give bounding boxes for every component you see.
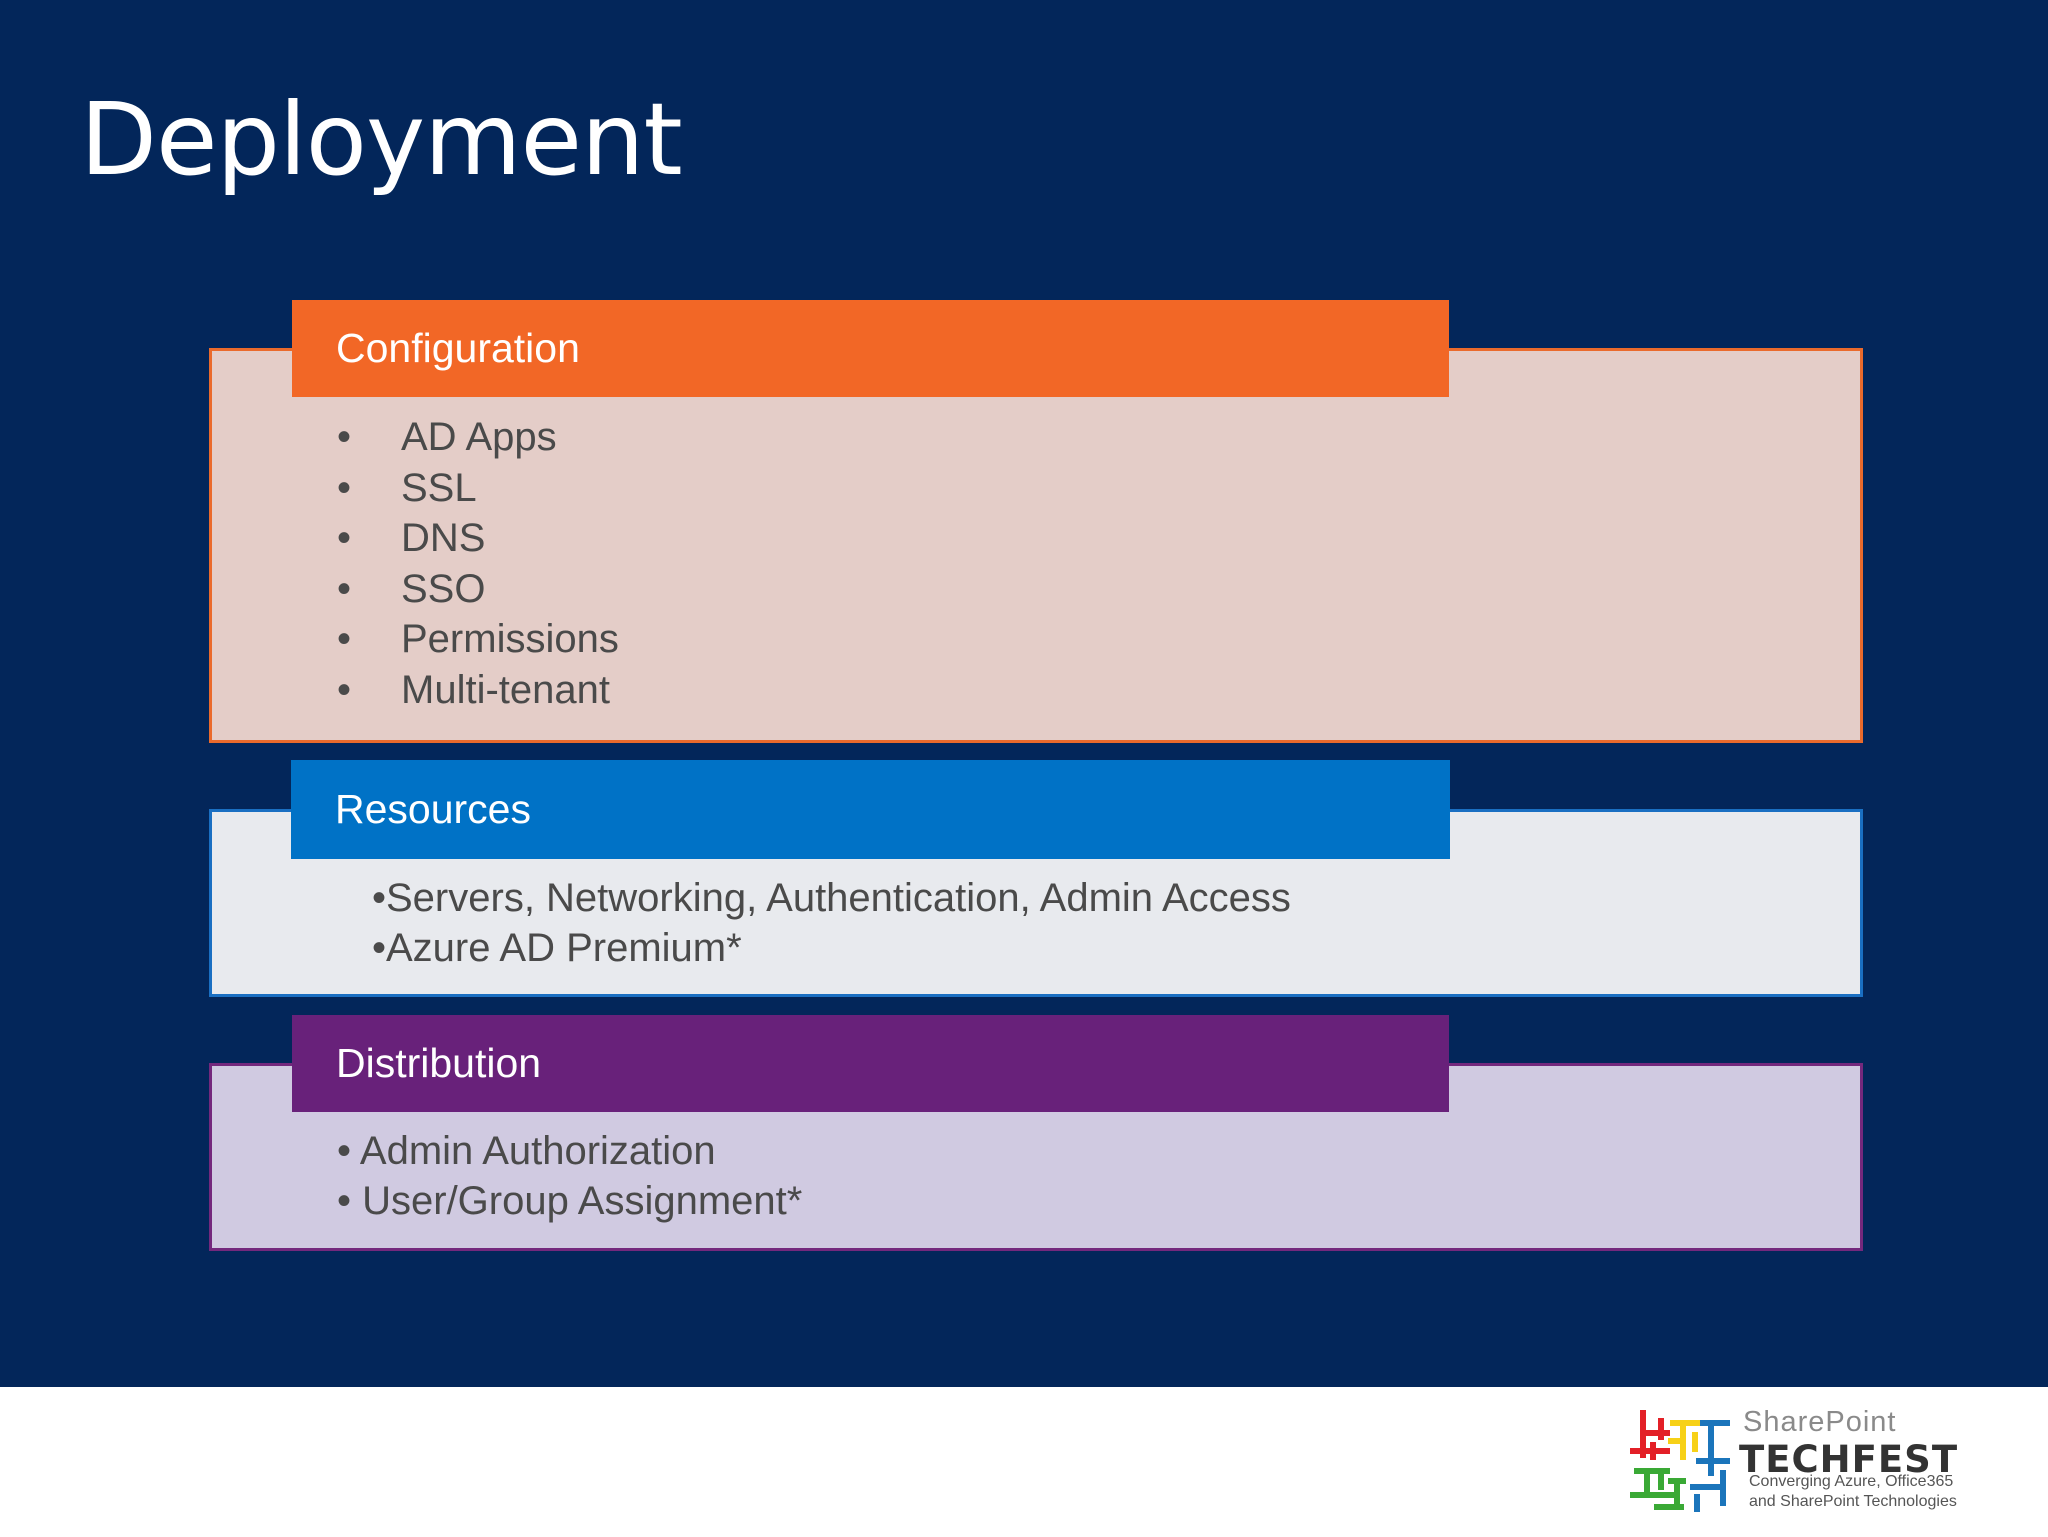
list-item: • Admin Authorization [337, 1129, 716, 1173]
logo-subtitle: Converging Azure, Office365 and SharePoi… [1749, 1472, 1957, 1512]
bullet: • [337, 667, 352, 712]
slide-title: Deployment [80, 81, 683, 198]
list-item: • SSO [337, 564, 619, 615]
resources-list: •Servers, Networking, Authentication, Ad… [372, 873, 1291, 973]
configuration-list: • AD Apps • SSL • DNS • SSO • Permissions • Mu… [337, 412, 619, 716]
configuration-header: Configuration [292, 300, 1449, 397]
bullet: • [337, 516, 352, 561]
configuration-panel [209, 348, 1863, 743]
list-item: • User/Group Assignment* [337, 1179, 803, 1223]
distribution-list: • Admin Authorization • User/Group Assig… [337, 1126, 802, 1226]
bullet: • [337, 566, 352, 611]
list-item: • Permissions [337, 614, 619, 665]
bullet: • [337, 617, 352, 662]
logo-subtitle-line: and SharePoint Technologies [1749, 1493, 1957, 1510]
bullet: • [337, 415, 352, 459]
distribution-header: Distribution [292, 1015, 1449, 1112]
bullet: • [337, 465, 352, 510]
list-item: • Multi-tenant [337, 665, 619, 716]
list-item: •Azure AD Premium* [372, 926, 742, 970]
list-item: • DNS [337, 513, 619, 564]
list-item: • AD Apps [337, 412, 619, 463]
list-item: • SSL [337, 463, 619, 514]
list-item: •Servers, Networking, Authentication, Ad… [372, 876, 1291, 920]
resources-header: Resources [291, 760, 1450, 859]
logo-subtitle-line: Converging Azure, Office365 [1749, 1473, 1954, 1490]
logo-brand-text: SharePoint [1743, 1406, 1897, 1438]
techfest-maze-icon [1630, 1410, 1730, 1512]
logo-title-text: TECHFEST [1739, 1438, 1959, 1481]
techfest-logo: SharePoint TECHFEST Converging Azure, Of… [1630, 1406, 2000, 1513]
